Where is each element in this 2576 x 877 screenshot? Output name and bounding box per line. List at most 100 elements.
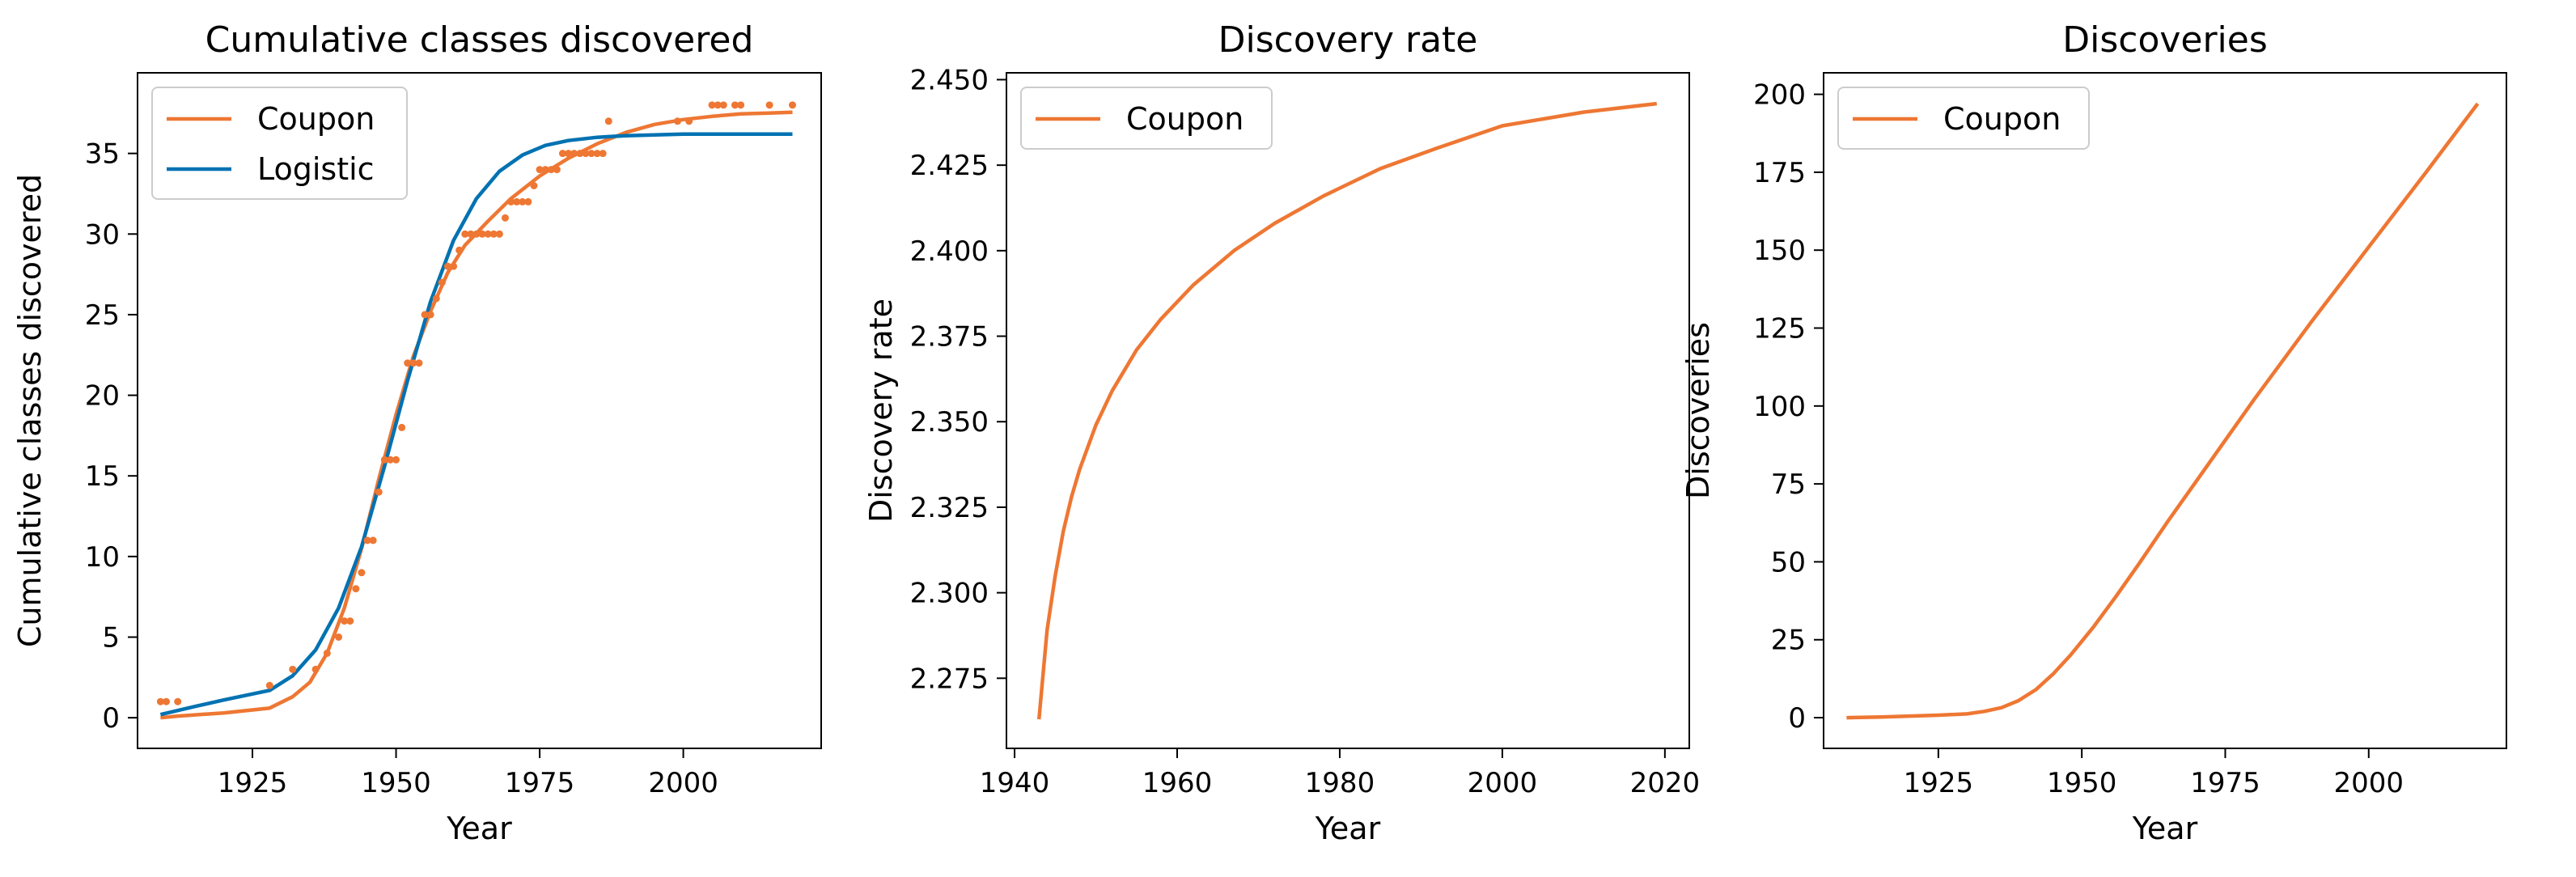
scatter-point: [443, 262, 451, 270]
x-axis-label: Year: [1315, 811, 1381, 846]
x-tick-label: 1940: [980, 767, 1050, 799]
scatter-point: [731, 101, 739, 109]
scatter-point: [489, 230, 498, 238]
y-tick-label: 15: [85, 460, 120, 493]
scatter-point: [708, 101, 716, 109]
legend-box: [151, 87, 408, 200]
legend-box: [1837, 87, 2090, 150]
series-line-coupon: [160, 110, 793, 720]
scatter-point: [375, 488, 383, 496]
y-axis-label: Cumulative classes discovered: [12, 174, 48, 647]
scatter-point: [421, 311, 429, 319]
scatter-point: [541, 166, 549, 174]
y-tick-label: 2.350: [910, 406, 989, 438]
legend-label-coupon: Coupon: [257, 101, 375, 137]
scatter-point: [507, 197, 515, 205]
scatter-point: [467, 230, 475, 238]
y-tick-label: 2.375: [910, 321, 989, 354]
scatter-point: [289, 665, 297, 673]
legend: Coupon: [1020, 87, 1273, 150]
x-axis-label: Year: [446, 811, 512, 846]
scatter-point: [438, 278, 446, 286]
scatter-point: [426, 311, 434, 319]
scatter-point: [495, 230, 503, 238]
scatter-point: [335, 633, 343, 641]
scatter-point: [432, 294, 440, 303]
scatter-point: [415, 359, 423, 367]
scatter-point: [265, 681, 273, 689]
scatter-point: [599, 150, 607, 158]
scatter-point: [719, 101, 727, 109]
legend-label-coupon: Coupon: [1126, 101, 1244, 137]
scatter-point: [519, 197, 527, 205]
scatter-point: [673, 117, 681, 125]
scatter-point: [553, 166, 561, 174]
scatter-point: [587, 150, 595, 158]
y-tick-label: 2.450: [910, 64, 989, 96]
scatter-point: [582, 150, 590, 158]
series-line-coupon: [1036, 101, 1658, 720]
scatter-point: [593, 150, 601, 158]
scatter-point: [472, 230, 481, 238]
y-tick-label: 175: [1753, 157, 1806, 189]
y-tick-label: 2.325: [910, 492, 989, 524]
y-axis-label: Discoveries: [1680, 322, 1716, 499]
y-tick-label: 2.300: [910, 578, 989, 610]
scatter-point: [558, 150, 566, 158]
y-tick-label: 200: [1753, 79, 1806, 112]
x-tick-label: 1925: [218, 767, 288, 799]
scatter-point: [341, 617, 349, 625]
y-tick-label: 100: [1753, 391, 1806, 423]
y-tick-label: 25: [85, 299, 120, 332]
plot-frame: [137, 72, 822, 749]
y-tick-label: 2.425: [910, 150, 989, 182]
chart-title: Discoveries: [2062, 19, 2268, 61]
scatter-point: [163, 697, 171, 705]
scatter-point: [369, 536, 377, 544]
scatter-point: [501, 214, 509, 222]
scatter-point: [513, 197, 521, 205]
scatter-point: [450, 262, 458, 270]
legend: Coupon: [1837, 87, 2090, 150]
legend: Coupon Logistic: [151, 87, 408, 200]
y-tick-label: 0: [1788, 702, 1806, 735]
scatter-point: [478, 230, 486, 238]
x-tick-label: 2020: [1630, 767, 1701, 799]
chart-title: Discovery rate: [1218, 19, 1478, 61]
x-tick-label: 1950: [361, 767, 431, 799]
scatter-point: [565, 150, 573, 158]
scatter-point: [547, 166, 555, 174]
x-tick-label: 1950: [2047, 767, 2117, 799]
scatter-point: [398, 423, 406, 431]
scatter-point: [311, 665, 320, 673]
scatter-point: [404, 359, 412, 367]
scatter-point: [576, 150, 584, 158]
y-axis-label: Discovery rate: [863, 299, 899, 523]
scatter-point: [461, 230, 469, 238]
scatter-point: [524, 197, 532, 205]
x-axis-label: Year: [2132, 811, 2198, 846]
legend-box: [1020, 87, 1273, 150]
scatter-point: [685, 117, 693, 125]
legend-label-logistic: Logistic: [257, 151, 375, 187]
plot-frame: [1006, 72, 1690, 749]
chart-panel-1: Cumulative classes discovered 1925 1950 197…: [12, 19, 822, 846]
y-tick-label: 50: [1771, 546, 1806, 578]
y-tick-label: 125: [1753, 313, 1806, 345]
x-tick-label: 1960: [1142, 767, 1213, 799]
x-tick-label: 1975: [505, 767, 575, 799]
scatter-point: [570, 150, 578, 158]
series-line-logistic: [159, 132, 793, 717]
y-tick-label: 20: [85, 380, 120, 413]
scatter-point: [484, 230, 492, 238]
chart-panel-3: Discoveries 1925 1950 1975 2000 0 25 50 75 100 125…: [1680, 19, 2507, 846]
chart-title: Cumulative classes discovered: [205, 19, 754, 61]
x-tick-label: 1925: [1904, 767, 1974, 799]
y-tick-label: 25: [1771, 625, 1806, 657]
plot-frame: [1823, 72, 2507, 749]
scatter-point: [737, 101, 745, 109]
scatter-point: [765, 101, 773, 109]
y-tick-label: 5: [102, 621, 120, 654]
scatter-point: [392, 455, 400, 464]
